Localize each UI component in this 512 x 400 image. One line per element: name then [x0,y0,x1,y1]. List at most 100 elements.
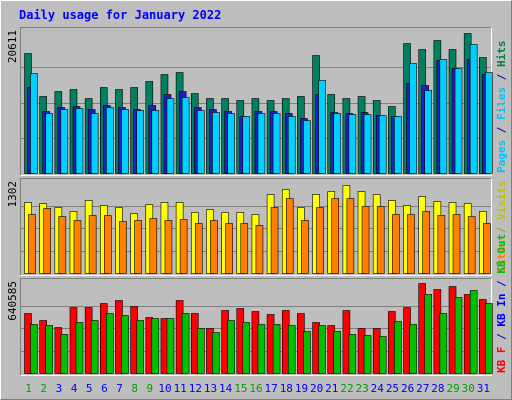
bar-pages-day-26 [409,63,417,174]
bar-pages-day-30 [469,44,478,174]
bar-pages-day-18 [287,116,296,174]
bar-pages-day-31 [485,72,493,174]
bar-sites-day-6 [104,215,112,274]
bar-pages-day-15 [242,116,251,174]
bar-kb-out-day-7 [121,315,129,374]
x-tick-day-25: 25 [386,382,399,395]
bar-kb-out-day-19 [303,331,311,374]
x-tick-day-20: 20 [310,382,323,395]
x-tick-day-8: 8 [131,382,138,395]
bar-kb-out-day-21 [333,331,342,374]
bar-kb-out-day-6 [106,313,114,374]
legend-part: / [495,120,508,140]
bar-sites-day-23 [361,206,370,274]
bar-pages-day-14 [227,113,235,174]
bar-kb-out-day-17 [272,324,281,374]
bar-pages-day-21 [333,113,342,174]
series-legend: Sites / Visits [495,180,508,273]
legend-part: Hits [495,41,508,68]
chart-title: Daily usage for January 2022 [19,8,221,22]
x-tick-day-15: 15 [234,382,247,395]
x-tick-day-7: 7 [116,382,123,395]
bar-kb-out-day-1 [30,324,38,374]
bar-pages-day-20 [318,80,326,174]
bar-sites-day-19 [301,220,309,274]
bar-sites-day-13 [210,220,218,274]
x-tick-day-28: 28 [431,382,444,395]
bar-pages-day-19 [303,120,311,174]
bar-kb-out-day-16 [257,324,266,374]
bar-sites-day-29 [452,214,461,274]
x-tick-day-10: 10 [158,382,171,395]
legend-part: / [495,67,508,87]
bar-sites-day-8 [134,220,142,274]
bar-pages-day-11 [181,97,190,174]
bar-sites-day-10 [164,220,173,274]
series-legend: KB F / KB In / KB Out [495,234,508,373]
bar-kb-out-day-23 [363,335,372,374]
bar-sites-day-15 [240,223,249,274]
bar-pages-day-10 [166,98,175,174]
x-tick-day-21: 21 [325,382,338,395]
x-tick-day-31: 31 [477,382,490,395]
bar-kb-out-day-12 [196,328,205,374]
legend-part: Sites [495,240,508,273]
bar-kb-out-day-9 [151,318,160,374]
legend-part: / [495,327,508,347]
bar-sites-day-26 [407,214,415,274]
bar-kb-out-day-14 [227,320,235,374]
panel-frame-shadow [20,27,492,176]
legend-part: KB In [495,294,508,327]
x-tick-day-3: 3 [56,382,63,395]
legend-part: Files [495,87,508,120]
bar-sites-day-16 [255,225,264,274]
bar-kb-out-day-29 [454,297,463,374]
bar-sites-day-25 [392,214,400,274]
bar-kb-out-day-22 [348,334,357,374]
bar-sites-day-3 [58,216,67,274]
bar-kb-out-day-13 [212,332,220,374]
bar-pages-day-8 [136,110,144,174]
bar-sites-day-12 [194,223,203,274]
x-tick-day-24: 24 [371,382,385,395]
bar-kb-out-day-31 [485,303,493,374]
legend-part: KB Out [495,234,508,274]
bar-sites-day-31 [483,223,491,274]
bar-sites-day-20 [316,207,324,274]
bar-sites-day-7 [119,221,127,274]
bar-kb-out-day-30 [469,290,478,374]
legend-part: / [495,274,508,294]
bar-sites-day-11 [179,219,188,274]
bar-sites-day-18 [285,198,294,274]
bar-kb-out-day-20 [318,325,326,374]
bar-sites-day-21 [331,198,340,274]
x-tick-day-30: 30 [462,382,475,395]
bar-pages-day-17 [272,113,281,174]
x-tick-day-23: 23 [356,382,369,395]
bar-kb-out-day-28 [439,313,448,374]
legend-part: KB F [495,347,508,374]
bar-pages-day-5 [90,113,99,174]
bar-sites-day-9 [149,218,158,274]
bar-kb-out-day-25 [394,321,402,374]
bar-pages-day-13 [212,112,220,174]
bar-pages-day-12 [196,110,205,174]
x-tick-day-2: 2 [40,382,47,395]
bar-kb-out-day-3 [60,334,69,374]
bar-pages-day-9 [151,110,160,174]
x-tick-day-13: 13 [204,382,217,395]
series-legend: Pages / Files / Hits [495,41,508,174]
bar-pages-day-4 [75,108,84,174]
bar-kb-out-day-5 [90,320,99,374]
bar-pages-day-16 [257,113,266,174]
bar-pages-day-3 [60,109,69,174]
x-tick-day-26: 26 [401,382,414,395]
panel-frame-shadow [20,278,492,376]
x-tick-day-16: 16 [249,382,262,395]
y-max-label: 20611 [6,30,19,63]
bar-kb-out-day-11 [181,313,190,374]
x-tick-day-14: 14 [219,382,233,395]
bar-kb-out-day-10 [166,318,175,374]
x-tick-day-4: 4 [71,382,78,395]
